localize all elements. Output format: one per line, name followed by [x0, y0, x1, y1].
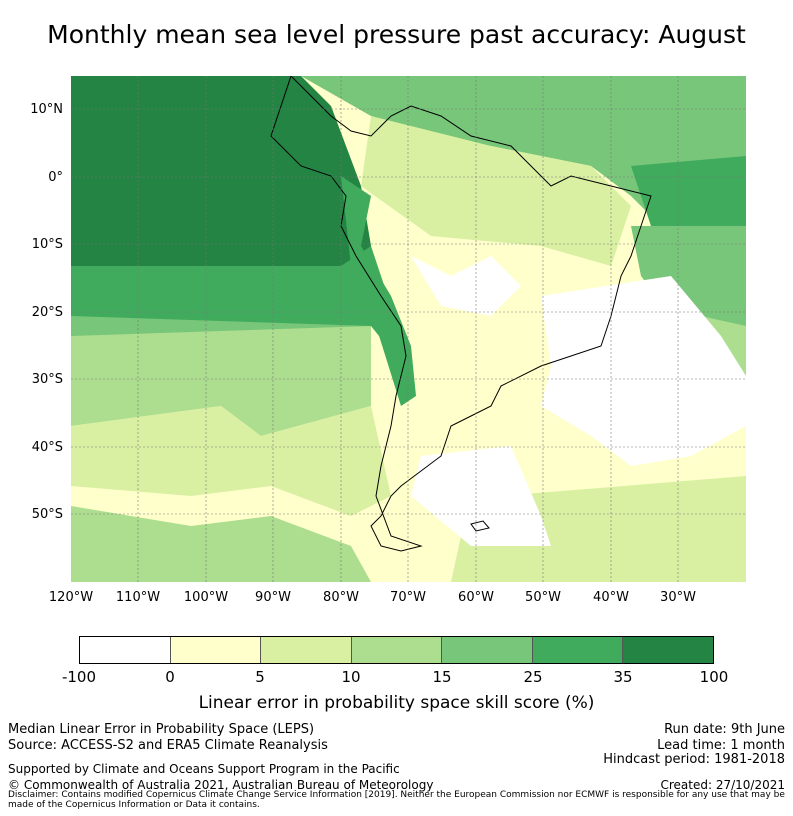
colorbar-bin-5 [532, 637, 624, 663]
footer-support: Supported by Climate and Oceans Support … [8, 762, 400, 776]
colorbar-tick: 100 [699, 668, 729, 686]
colorbar-bin-2 [261, 637, 352, 663]
lat-label-50s: 50°S [31, 507, 63, 522]
footer-hindcast: Hindcast period: 1981-2018 [603, 752, 785, 767]
lat-label-10s: 10°S [31, 237, 63, 252]
footer-run-date: Run date: 9th June [664, 722, 785, 737]
lon-label-50w: 50°W [525, 590, 561, 605]
skill-region-5-10-south [71, 406, 391, 516]
lon-label-110w: 110°W [115, 590, 161, 605]
colorbar-bin-0 [80, 637, 171, 663]
colorbar-bin-6 [623, 637, 714, 663]
lon-label-40w: 40°W [593, 590, 629, 605]
footer-method: Median Linear Error in Probability Space… [8, 722, 315, 737]
colorbar-bin-3 [351, 637, 443, 663]
skill-region-negative-patagonia [411, 446, 551, 546]
footer-lead-time: Lead time: 1 month [657, 738, 785, 753]
skill-region-negative-atlantic [541, 276, 746, 466]
colorbar-tick: 35 [613, 668, 633, 686]
colorbar-bin-1 [170, 637, 262, 663]
lat-label-0: 0° [48, 170, 63, 185]
skill-region-15-25-atlantic [631, 226, 746, 336]
lat-label-20s: 20°S [31, 305, 63, 320]
skill-region-10-15-southwest [71, 506, 371, 582]
footer-created: Created: 27/10/2021 [660, 778, 785, 792]
colorbar-tick: 15 [432, 668, 452, 686]
skill-map [71, 76, 746, 582]
lon-label-100w: 100°W [183, 590, 229, 605]
lat-label-40s: 40°S [31, 440, 63, 455]
lon-label-80w: 80°W [323, 590, 359, 605]
colorbar-tick: 25 [523, 668, 543, 686]
footer-copyright: © Commonwealth of Australia 2021, Austra… [8, 778, 434, 792]
lat-label-30s: 30°S [31, 372, 63, 387]
colorbar-tick: 5 [255, 668, 265, 686]
skill-region-5-10-land [361, 116, 631, 266]
lon-label-70w: 70°W [390, 590, 426, 605]
lat-label-10n: 10°N [30, 102, 63, 117]
skill-region-35-100-pacific [71, 76, 371, 266]
colorbar-bin-4 [442, 637, 533, 663]
colorbar-tick: -100 [61, 668, 97, 686]
footer-source: Source: ACCESS-S2 and ERA5 Climate Reana… [8, 738, 328, 753]
colorbar-tick: 0 [165, 668, 175, 686]
map-title: Monthly mean sea level pressure past acc… [47, 20, 746, 49]
skill-region-negative-brazil [411, 256, 521, 316]
lon-label-30w: 30°W [660, 590, 696, 605]
lon-label-120w: 120°W [48, 590, 94, 605]
colorbar-label: Linear error in probability space skill … [198, 693, 595, 713]
colorbar [79, 636, 714, 664]
skill-region-10-15-south [71, 306, 371, 436]
skill-region-25-35-coast [341, 176, 416, 406]
south-america-coastline [270, 76, 652, 552]
map-gridlines [71, 76, 746, 582]
colorbar-tick: 10 [341, 668, 361, 686]
lon-label-90w: 90°W [255, 590, 291, 605]
footer-disclaimer: Disclaimer: Contains modified Copernicus… [8, 790, 785, 810]
lon-label-60w: 60°W [458, 590, 494, 605]
falkland-islands [470, 520, 490, 532]
skill-region-15-25-north [301, 76, 746, 236]
